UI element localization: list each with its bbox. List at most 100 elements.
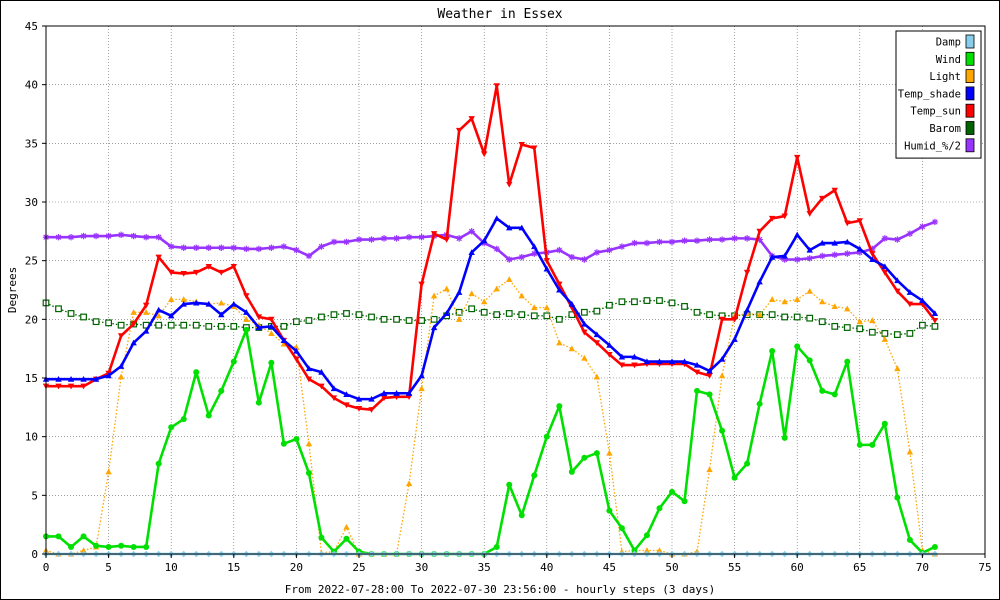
point-temp-shade [280,337,288,344]
point-temp-shade [155,306,162,313]
point-wind [781,434,788,441]
point-temp-sun [293,356,300,363]
point-temp-shade [468,249,475,256]
x-tick-label: 30 [415,561,428,574]
point-humid-2 [230,244,237,251]
point-barom [468,305,476,313]
x-tick-label: 50 [665,561,678,574]
point-barom [818,318,826,326]
point-temp-sun [831,187,838,194]
point-wind [193,369,200,376]
point-temp-shade [506,224,513,231]
point-barom [67,310,75,317]
point-humid-2 [743,235,751,242]
point-humid-2 [493,245,500,253]
point-temp-sun [743,269,751,276]
legend-swatch-temp-shade [965,86,975,101]
point-wind [180,416,187,423]
point-barom [92,318,100,326]
x-tick-label: 65 [853,561,866,574]
point-humid-2 [731,235,738,242]
point-barom [217,322,225,330]
point-wind [819,387,826,394]
point-temp-shade [656,358,663,365]
point-temp-shade [55,375,62,382]
point-temp-shade [430,324,438,331]
point-light [806,287,813,294]
point-humid-2 [155,234,162,241]
point-barom [105,319,113,327]
point-humid-2 [643,239,651,247]
point-light [718,372,726,379]
point-wind [881,420,888,427]
point-wind [80,533,87,540]
point-temp-shade [556,286,563,293]
point-temp-shade [894,277,901,284]
point-temp-sun [168,269,175,276]
point-humid-2 [142,234,150,241]
point-wind [143,543,150,550]
point-wind [906,536,913,543]
point-temp-sun [67,383,75,390]
y-tick-label: 25 [25,255,38,268]
point-humid-2 [355,236,363,243]
point-temp-sun [443,236,450,243]
point-light [105,468,112,475]
point-barom [355,311,363,319]
y-tick-label: 35 [25,137,38,150]
point-temp-sun [343,402,350,409]
point-humid-2 [593,249,601,256]
point-light [481,298,488,305]
point-wind [318,534,325,541]
point-temp-sun [193,269,200,276]
point-temp-sun [693,369,701,376]
point-temp-shade [80,375,87,382]
point-humid-2 [869,245,876,253]
ticks: 0 5 10 15 20 25 30 35 40 45 50 55 60 65 70 75 0 5 10 15 20 25… [25,20,992,574]
point-humid-2 [931,218,939,226]
point-barom [693,308,701,316]
point-temp-sun [155,254,162,261]
point-temp-shade [117,363,125,369]
point-temp-shade [768,253,776,260]
x-tick-label: 20 [290,561,303,574]
point-humid-2 [205,244,212,251]
point-barom [931,322,939,330]
point-temp-sun [55,383,62,390]
plot-border [45,25,986,555]
point-humid-2 [894,236,901,243]
point-humid-2 [506,256,513,263]
point-light [155,312,162,319]
point-barom [906,330,914,337]
point-barom [117,321,125,329]
point-temp-sun [581,329,588,336]
point-barom [205,322,213,330]
point-temp-sun [255,314,263,321]
series-temp-shade [42,215,939,402]
point-humid-2 [455,235,463,242]
series-line-temp-sun [46,84,936,411]
point-barom [643,297,651,304]
point-temp-sun [593,340,601,346]
x-tick-label: 55 [728,561,741,574]
point-light [268,330,275,336]
point-barom [631,298,638,306]
point-light [581,354,588,361]
point-temp-shade [205,300,212,307]
point-wind [155,460,162,467]
point-temp-shade [906,289,914,295]
point-humid-2 [117,231,125,239]
point-barom [380,315,388,323]
point-humid-2 [168,243,175,250]
point-temp-shade [105,372,112,379]
legend-label-light: Light [929,71,961,83]
point-barom [605,301,613,309]
point-barom [518,311,526,319]
point-temp-shade [844,238,851,245]
point-barom [368,313,375,321]
point-temp-shade [493,215,500,221]
point-humid-2 [518,253,525,261]
point-barom [180,321,188,329]
series-line-wind [46,328,936,556]
point-temp-sun [130,321,137,328]
